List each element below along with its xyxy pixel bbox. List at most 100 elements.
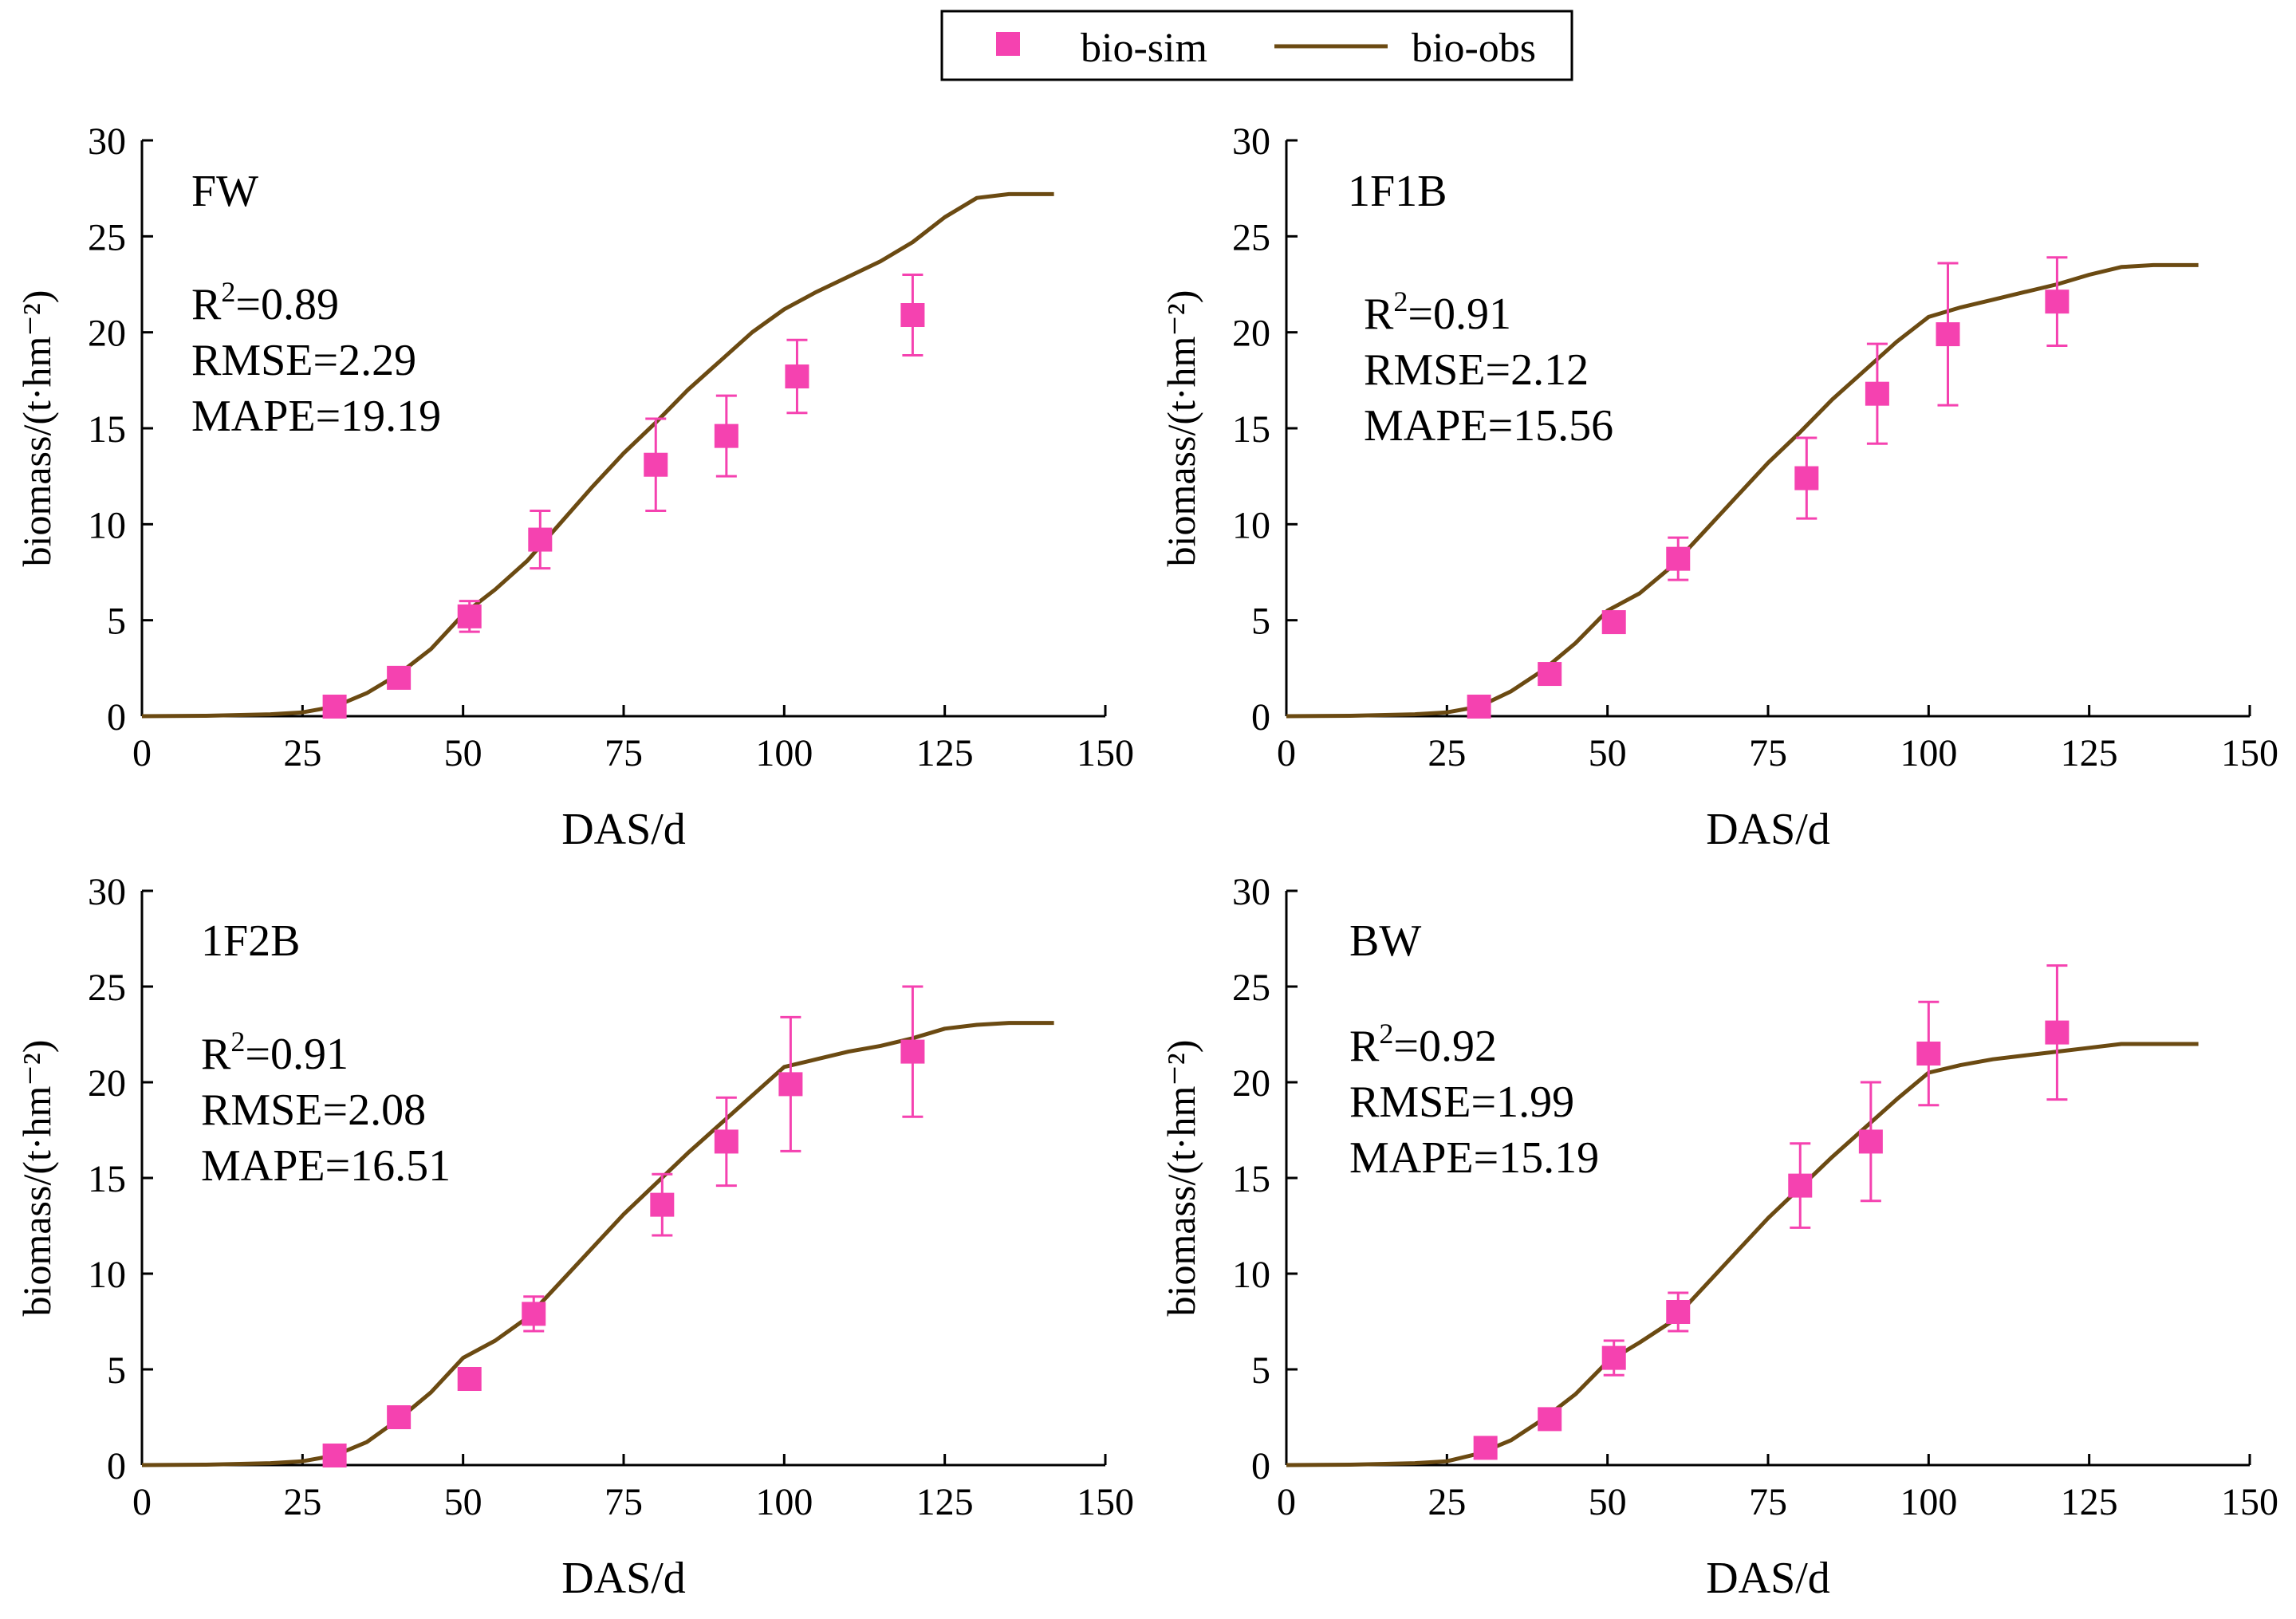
y-tick-label: 10: [88, 504, 126, 546]
sim-point: [778, 1072, 803, 1097]
y-tick-label: 5: [1251, 1349, 1270, 1392]
panel-title: 1F2B: [201, 916, 301, 966]
sim-point: [785, 364, 809, 389]
panel-title: FW: [191, 167, 258, 216]
sim-point: [1788, 1173, 1813, 1198]
panel-1f2b: 0 25 50 75 100 125 150 0 5 10 15 20 25 30 1F2B R2=0.9…: [14, 871, 1134, 1603]
r2-stat: R2=0.89: [191, 276, 339, 329]
y-tick-label: 0: [1251, 1445, 1270, 1487]
sim-point: [1467, 694, 1491, 719]
x-tick-label: 0: [1277, 1481, 1296, 1523]
sim-point: [650, 1192, 675, 1217]
sim-point: [1601, 1345, 1626, 1370]
sim-point: [1538, 662, 1562, 687]
sim-point: [322, 1444, 347, 1467]
sim-point: [1794, 466, 1819, 490]
legend: bio-sim bio-obs: [940, 10, 1573, 81]
x-tick-label: 100: [755, 1481, 813, 1523]
y-tick-label: 30: [88, 871, 126, 913]
x-tick-label: 25: [1428, 1481, 1466, 1523]
x-tick-label: 50: [444, 732, 482, 774]
sim-point: [900, 303, 925, 328]
x-tick-label: 25: [283, 1481, 321, 1523]
legend-obs-label: bio-obs: [1412, 26, 1536, 71]
rmse-stat: RMSE=2.08: [201, 1085, 426, 1135]
sim-point: [714, 1129, 738, 1154]
y-tick-label: 15: [1232, 408, 1270, 451]
y-tick-label: 0: [107, 696, 126, 739]
y-axis-label: biomass/(t·hm⁻²): [14, 1040, 59, 1317]
sim-point: [900, 1039, 925, 1064]
mape-stat: MAPE=15.56: [1364, 401, 1613, 451]
sim-point: [1858, 1129, 1883, 1154]
x-tick-label: 100: [1900, 732, 1957, 774]
sim-point: [2045, 290, 2070, 314]
y-tick-label: 25: [1232, 216, 1270, 258]
y-tick-label: 25: [1232, 967, 1270, 1009]
x-tick-label: 125: [2061, 732, 2118, 774]
x-tick-label: 0: [132, 732, 152, 774]
y-tick-label: 30: [1232, 120, 1270, 163]
y-tick-label: 10: [1232, 1254, 1270, 1296]
sim-point: [714, 423, 738, 448]
r2-stat: R2=0.91: [201, 1026, 349, 1079]
y-tick-label: 5: [107, 1349, 126, 1392]
panel-1f1b: 0 25 50 75 100 125 150 0 5 10 15 20 25 30 1F1B R2=0.9…: [1159, 120, 2278, 854]
legend-sim-label: bio-sim: [1081, 26, 1207, 71]
panel-title: 1F1B: [1348, 167, 1447, 216]
x-tick-label: 100: [755, 732, 813, 774]
y-tick-label: 25: [88, 967, 126, 1009]
y-tick-label: 10: [88, 1254, 126, 1296]
x-tick-label: 100: [1900, 1481, 1957, 1523]
sim-point: [1666, 1300, 1691, 1324]
y-tick-label: 20: [1232, 1062, 1270, 1105]
x-tick-label: 50: [1589, 1481, 1627, 1523]
y-tick-label: 5: [107, 601, 126, 643]
x-tick-label: 25: [283, 732, 321, 774]
x-axis-label: DAS/d: [561, 1554, 686, 1603]
x-tick-label: 150: [2221, 732, 2278, 774]
panel-title: BW: [1349, 916, 1421, 966]
y-tick-label: 0: [1251, 696, 1270, 739]
r2-stat: R2=0.92: [1349, 1018, 1497, 1071]
y-tick-label: 20: [1232, 313, 1270, 355]
mape-stat: MAPE=19.19: [191, 392, 441, 441]
y-tick-label: 15: [1232, 1158, 1270, 1200]
y-axis-label: biomass/(t·hm⁻²): [1159, 290, 1203, 567]
sim-point: [387, 665, 412, 690]
y-tick-label: 20: [88, 1062, 126, 1105]
sim-point: [1916, 1042, 1941, 1066]
y-tick-label: 20: [88, 313, 126, 355]
obs-series-line: [141, 191, 1054, 719]
x-tick-label: 125: [916, 1481, 974, 1523]
sim-point: [1538, 1407, 1562, 1432]
sim-point: [1865, 381, 1889, 406]
sim-point: [457, 604, 482, 628]
sim-point: [528, 527, 553, 552]
sim-point: [387, 1405, 412, 1429]
sim-point: [2045, 1020, 2070, 1045]
x-tick-label: 150: [1077, 1481, 1134, 1523]
x-axis-label: DAS/d: [1706, 805, 1830, 854]
sim-point: [1666, 546, 1691, 571]
sim-point: [1601, 610, 1626, 635]
x-tick-label: 75: [1749, 732, 1787, 774]
x-tick-label: 125: [2061, 1481, 2118, 1523]
x-tick-label: 150: [2221, 1481, 2278, 1523]
y-tick-label: 30: [88, 120, 126, 163]
y-axis-label: biomass/(t·hm⁻²): [14, 290, 59, 567]
y-tick-label: 30: [1232, 871, 1270, 913]
x-tick-label: 75: [1749, 1481, 1787, 1523]
x-tick-label: 0: [132, 1481, 152, 1523]
y-tick-label: 25: [88, 216, 126, 258]
x-tick-label: 125: [916, 732, 974, 774]
x-tick-label: 150: [1077, 732, 1134, 774]
sim-point: [522, 1302, 546, 1326]
rmse-stat: RMSE=2.29: [191, 336, 416, 385]
sim-point: [1936, 322, 1960, 347]
x-tick-label: 0: [1277, 732, 1296, 774]
sim-point: [1473, 1436, 1498, 1460]
